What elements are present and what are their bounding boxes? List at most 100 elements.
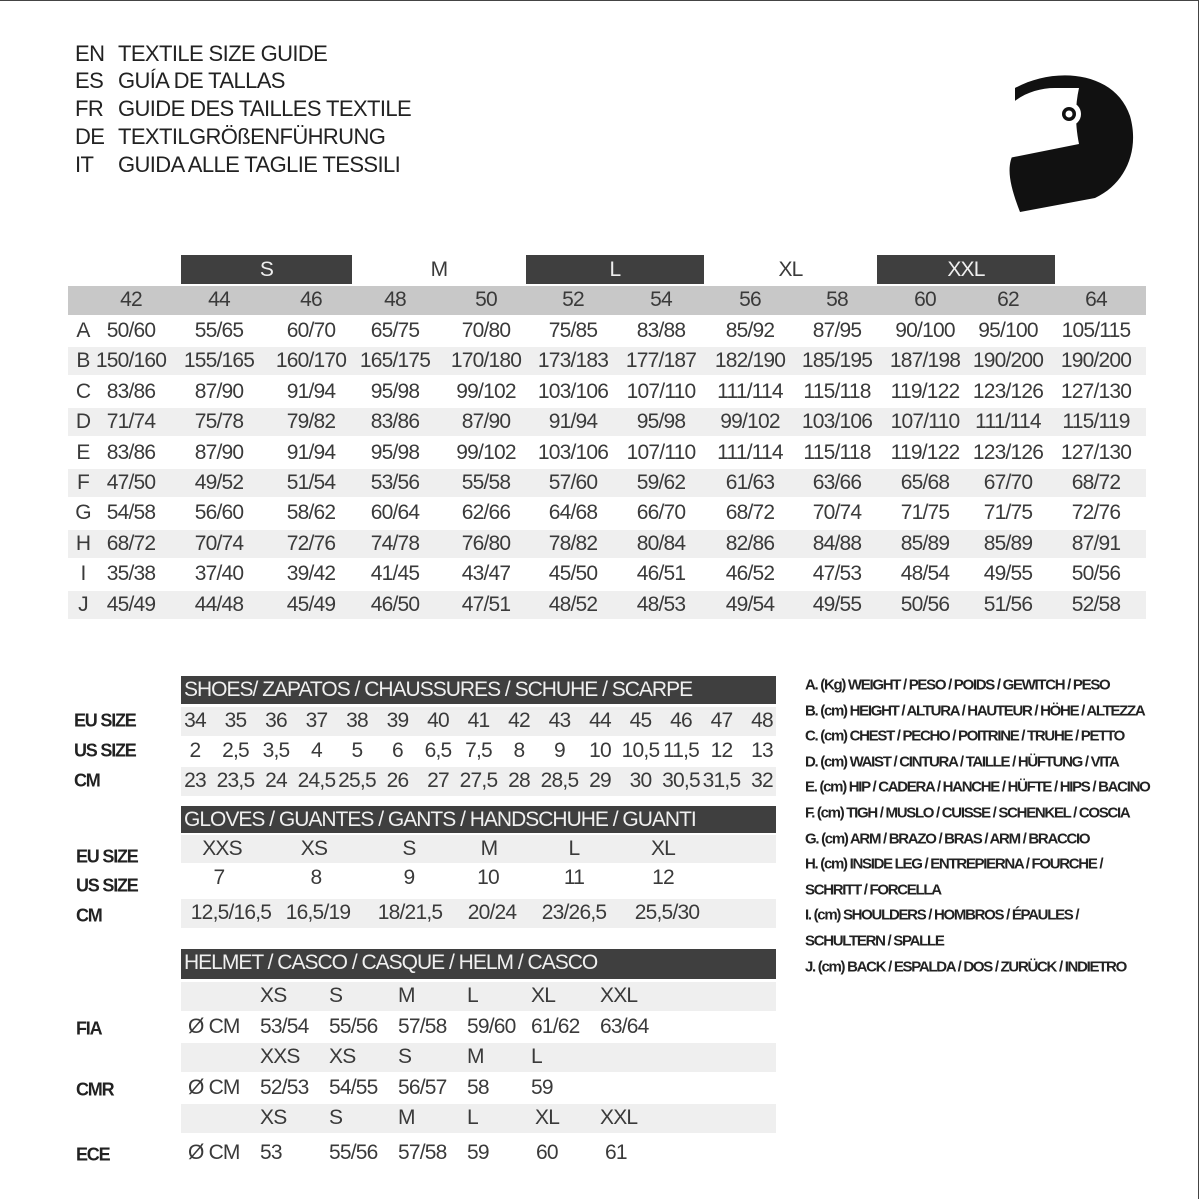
table-cell: 3,5 xyxy=(262,739,291,762)
table-cell: 83/86 xyxy=(370,410,420,434)
table-cell: 48/53 xyxy=(636,592,686,616)
size-label: XL xyxy=(535,1106,560,1129)
size-label: M xyxy=(467,1045,484,1068)
table-cell: 115/118 xyxy=(803,379,871,403)
table-cell: 71/75 xyxy=(983,501,1033,525)
table-cell: 80/84 xyxy=(636,531,686,555)
table-cell: 119/122 xyxy=(890,440,961,464)
unit-label: Ø CM xyxy=(188,1141,240,1164)
gloves-header: GLOVES / GUANTES / GANTS / HANDSCHUHE / … xyxy=(181,806,776,833)
table-cell: 18/21,5 xyxy=(377,901,443,924)
table-cell: 10 xyxy=(589,739,612,762)
table-cell: 59/62 xyxy=(636,471,686,494)
table-cell: 115/119 xyxy=(1062,410,1130,434)
table-cell: 123/126 xyxy=(972,440,1044,464)
row-label: EU SIZE xyxy=(74,710,137,731)
legend-line: SCHULTERN / SPALLE xyxy=(805,932,945,950)
table-cell: 48/52 xyxy=(548,592,598,616)
row-stripe xyxy=(181,899,776,928)
table-cell: 8 xyxy=(310,866,323,889)
table-cell: 56/57 xyxy=(398,1076,447,1099)
table-cell: 182/190 xyxy=(714,349,786,373)
table-cell: 29 xyxy=(589,769,612,792)
size-label: L xyxy=(531,1045,543,1068)
table-cell: 58/62 xyxy=(286,501,336,525)
table-cell: 47/50 xyxy=(106,471,156,494)
table-cell: 47/51 xyxy=(461,592,511,616)
table-cell: 25,5 xyxy=(338,769,376,792)
table-cell: 35 xyxy=(224,709,248,732)
table-cell: 5 xyxy=(351,739,364,762)
table-cell: 61 xyxy=(605,1141,628,1164)
table-cell: 87/90 xyxy=(194,440,244,464)
size-label: XXL xyxy=(600,1106,638,1129)
table-cell: 16,5/19 xyxy=(285,901,351,924)
table-cell: 24 xyxy=(265,769,288,792)
row-label: A xyxy=(76,319,90,342)
table-cell: 62/66 xyxy=(461,501,511,525)
table-cell: 9 xyxy=(403,866,416,889)
table-cell: 6,5 xyxy=(424,739,453,762)
legend-line: C. (cm) CHEST / PECHO / POITRINE / TRUHE… xyxy=(805,727,1125,745)
language-code: FR xyxy=(75,96,104,121)
table-cell: 127/130 xyxy=(1060,379,1132,403)
table-cell: 95/98 xyxy=(370,379,420,403)
row-label: US SIZE xyxy=(74,740,137,761)
table-cell: 67/70 xyxy=(983,471,1033,494)
table-cell: 40 xyxy=(427,709,450,732)
table-cell: 54/58 xyxy=(106,501,156,525)
row-label: E xyxy=(76,440,90,464)
table-cell: 91/94 xyxy=(286,440,336,464)
table-cell: 99/102 xyxy=(456,440,516,464)
table-cell: 85/89 xyxy=(983,531,1033,555)
table-cell: 60/64 xyxy=(370,501,420,525)
size-band-label: M xyxy=(430,258,448,281)
size-label: M xyxy=(398,984,415,1007)
table-cell: 83/86 xyxy=(106,440,156,464)
table-cell: 7 xyxy=(213,866,226,889)
table-cell: 55/56 xyxy=(329,1141,378,1164)
table-cell: 34 xyxy=(184,709,207,732)
table-cell: 57/58 xyxy=(398,1141,447,1164)
table-cell: XS xyxy=(300,837,328,860)
table-cell: 46/52 xyxy=(725,562,775,586)
table-cell: 47/53 xyxy=(812,562,862,586)
table-cell: 46/50 xyxy=(370,592,420,616)
table-cell: 87/90 xyxy=(194,379,244,403)
table-cell: 20/24 xyxy=(467,901,517,924)
table-cell: 95/100 xyxy=(978,319,1038,342)
table-cell: 103/106 xyxy=(801,410,873,434)
table-cell: 48 xyxy=(751,709,774,732)
legend-line: A. (Kg) WEIGHT / PESO / POIDS / GEWITCH … xyxy=(805,676,1111,694)
table-cell: 99/102 xyxy=(456,379,516,403)
table-cell: 95/98 xyxy=(636,410,686,434)
table-cell: 12 xyxy=(652,866,675,889)
eu-size-header: 62 xyxy=(997,288,1020,311)
table-cell: 56/60 xyxy=(194,501,244,525)
table-cell: 35/38 xyxy=(106,562,156,586)
table-cell: 91/94 xyxy=(548,410,598,434)
eu-size-header: 64 xyxy=(1085,288,1108,311)
shoes-header: SHOES/ ZAPATOS / CHAUSSURES / SCHUHE / S… xyxy=(181,676,776,704)
table-cell: 123/126 xyxy=(972,379,1044,403)
legend-line: SCHRITT / FORCELLA xyxy=(805,881,942,899)
table-cell: 27,5 xyxy=(459,769,498,792)
eu-size-header: 48 xyxy=(384,288,407,311)
table-cell: XXS xyxy=(202,837,242,860)
eu-size-header: 60 xyxy=(914,288,937,311)
table-cell: S xyxy=(402,837,416,860)
legend-line: B. (cm) HEIGHT / ALTURA / HAUTEUR / HÖHE… xyxy=(805,702,1146,720)
table-cell: 68/72 xyxy=(1071,471,1121,494)
table-cell: 10 xyxy=(477,866,500,889)
language-code: DE xyxy=(75,124,105,149)
size-band xyxy=(526,255,704,284)
table-cell: 84/88 xyxy=(812,531,862,555)
row-stripe xyxy=(181,1104,776,1133)
table-cell: 185/195 xyxy=(801,349,873,373)
table-cell: 4 xyxy=(311,739,323,762)
table-cell: 24,5 xyxy=(297,769,336,792)
size-label: XS xyxy=(260,984,287,1007)
table-cell: 43 xyxy=(548,709,572,732)
table-cell: 103/106 xyxy=(537,440,609,464)
